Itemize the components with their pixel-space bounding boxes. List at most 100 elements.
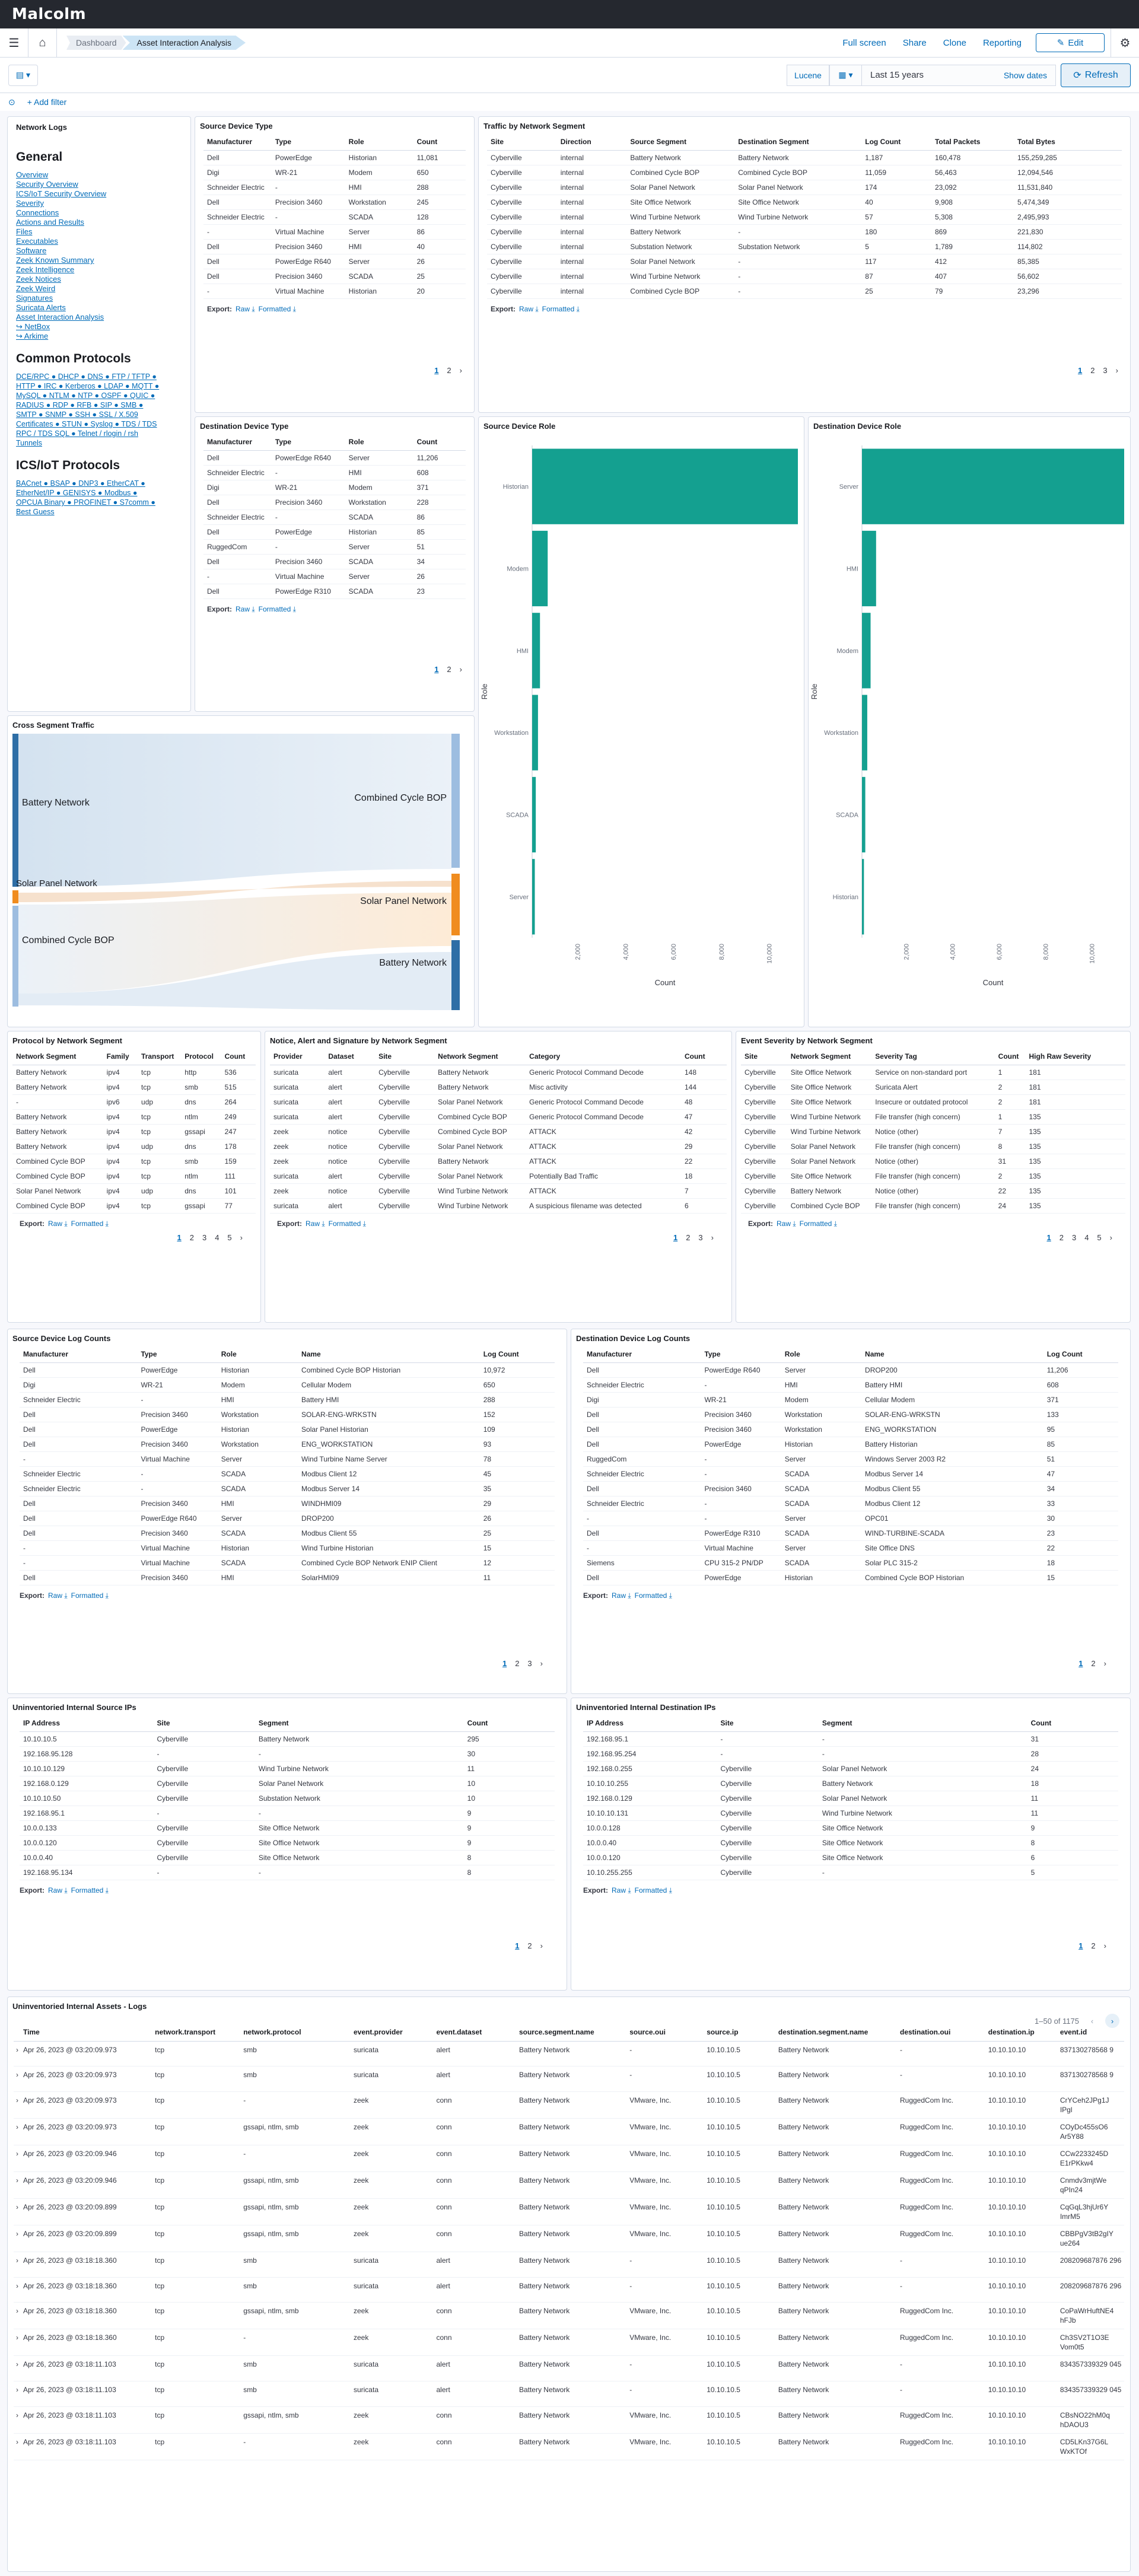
column-header[interactable]: Destination Segment (734, 133, 862, 151)
help-icon[interactable]: ⚙ (1111, 28, 1139, 57)
column-header[interactable]: Role (345, 434, 413, 451)
pagination-item[interactable]: 1 (1078, 1941, 1083, 1950)
pagination-item[interactable]: › (1109, 1233, 1112, 1242)
expand-row-icon[interactable]: › (14, 2198, 21, 2225)
bar[interactable] (862, 448, 1124, 524)
pagination-item[interactable]: 2 (447, 665, 451, 674)
column-header[interactable]: Manufacturer (203, 133, 272, 151)
share-link[interactable]: Share (902, 37, 927, 48)
export-formatted-link[interactable]: Formatted ⤓ (71, 1219, 109, 1228)
pagination-item[interactable]: 2 (447, 366, 451, 375)
column-header[interactable]: Transport (138, 1048, 182, 1065)
column-header[interactable]: Time (21, 2023, 153, 2042)
pagination-item[interactable]: › (459, 366, 462, 375)
pagination-item[interactable]: › (1103, 1941, 1106, 1950)
export-raw-link[interactable]: Raw ⤓ (612, 1886, 631, 1894)
pagination-item[interactable]: 1 (1078, 1659, 1083, 1668)
pagination-item[interactable]: 2 (1091, 1659, 1096, 1668)
column-header[interactable]: Manufacturer (203, 434, 272, 451)
column-header[interactable]: Count (680, 1048, 727, 1065)
table-row[interactable]: › Apr 26, 2023 @ 03:18:11.103 tcp gssapi, n… (14, 2406, 1124, 2434)
column-header[interactable]: source.oui (627, 2023, 705, 2042)
export-raw-link[interactable]: Raw ⤓ (48, 1886, 68, 1894)
column-header[interactable]: Site (717, 1715, 819, 1732)
expand-row-icon[interactable]: › (14, 2066, 21, 2092)
column-header[interactable]: source.ip (704, 2023, 776, 2042)
table-row[interactable]: › Apr 26, 2023 @ 03:18:11.103 tcp - zeek conn… (14, 2433, 1124, 2460)
column-header[interactable]: Type (137, 1346, 218, 1363)
column-header[interactable]: Network Segment (434, 1048, 526, 1065)
nav-link[interactable]: Zeek Weird (16, 284, 56, 293)
nav-link[interactable]: Actions and Results (16, 218, 84, 227)
column-header[interactable]: Category (526, 1048, 681, 1065)
export-formatted-link[interactable]: Formatted ⤓ (634, 1886, 672, 1894)
table-row[interactable]: › Apr 26, 2023 @ 03:20:09.899 tcp gssapi, n… (14, 2225, 1124, 2252)
column-header[interactable]: IP Address (20, 1715, 154, 1732)
search-input[interactable] (38, 65, 787, 86)
column-header[interactable]: Count (463, 1715, 555, 1732)
pagination-item[interactable]: 2 (686, 1233, 691, 1242)
export-raw-link[interactable]: Raw ⤓ (48, 1591, 68, 1600)
reporting-link[interactable]: Reporting (982, 37, 1022, 48)
pagination-item[interactable]: › (240, 1233, 243, 1242)
nav-link[interactable]: ↪ Arkime (16, 332, 49, 340)
pagination-item[interactable]: › (540, 1659, 543, 1668)
expand-row-icon[interactable]: › (14, 2091, 21, 2119)
export-formatted-link[interactable]: Formatted ⤓ (71, 1591, 109, 1600)
protocol-links-line[interactable]: MySQL ● NTLM ● NTP ● OSPF ● QUIC ● (16, 391, 155, 400)
column-header[interactable]: Manufacturer (20, 1346, 138, 1363)
edit-button[interactable]: ✎ Edit (1036, 33, 1105, 52)
pagination-item[interactable]: 3 (1103, 366, 1108, 375)
table-row[interactable]: › Apr 26, 2023 @ 03:18:11.103 tcp smb surica… (14, 2381, 1124, 2407)
column-header[interactable]: Protocol (181, 1048, 221, 1065)
table-row[interactable]: › Apr 26, 2023 @ 03:18:18.360 tcp smb surica… (14, 2277, 1124, 2303)
column-header[interactable]: Log Count (861, 133, 931, 151)
expand-row-icon[interactable]: › (14, 2171, 21, 2199)
pagination-item[interactable]: 2 (1090, 366, 1095, 375)
pagination-item[interactable]: › (1115, 366, 1118, 375)
pagination-item[interactable]: 2 (515, 1659, 520, 1668)
column-header[interactable]: Count (994, 1048, 1026, 1065)
column-header[interactable]: Total Packets (931, 133, 1014, 151)
pagination-item[interactable]: › (540, 1941, 543, 1950)
table-row[interactable]: › Apr 26, 2023 @ 03:20:09.946 tcp - zeek conn… (14, 2145, 1124, 2172)
query-language-button[interactable]: Lucene (787, 64, 829, 86)
column-header[interactable]: destination.segment.name (775, 2023, 898, 2042)
nav-link[interactable]: Files (16, 227, 33, 236)
export-raw-link[interactable]: Raw ⤓ (519, 304, 539, 313)
date-picker[interactable]: ▦ ▾ Last 15 years Show dates (829, 64, 1056, 86)
protocol-links-line[interactable]: Tunnels (16, 439, 43, 447)
column-header[interactable]: Direction (556, 133, 627, 151)
column-header[interactable]: network.protocol (241, 2023, 351, 2042)
column-header[interactable]: Type (701, 1346, 781, 1363)
column-header[interactable]: Total Bytes (1014, 133, 1122, 151)
column-header[interactable]: destination.oui (897, 2023, 986, 2042)
next-page-icon[interactable]: › (1105, 2014, 1119, 2028)
pagination-item[interactable]: 5 (227, 1233, 232, 1242)
bar[interactable] (532, 776, 536, 853)
column-header[interactable]: Site (375, 1048, 435, 1065)
nav-link[interactable]: Zeek Known Summary (16, 256, 94, 265)
show-dates-button[interactable]: Show dates (1003, 70, 1047, 80)
export-raw-link[interactable]: Raw ⤓ (777, 1219, 796, 1228)
expand-row-icon[interactable]: › (14, 2406, 21, 2434)
column-header[interactable]: Site (153, 1715, 255, 1732)
nav-link[interactable]: ICS/IoT Security Overview (16, 189, 107, 198)
home-icon[interactable]: ⌂ (28, 28, 57, 57)
nav-link[interactable]: Executables (16, 237, 58, 246)
table-row[interactable]: › Apr 26, 2023 @ 03:20:09.899 tcp gssapi, n… (14, 2198, 1124, 2225)
column-header[interactable]: Count (413, 133, 466, 151)
column-header[interactable]: destination.ip (985, 2023, 1058, 2042)
column-header[interactable]: source.segment.name (516, 2023, 628, 2042)
expand-row-icon[interactable]: › (14, 2329, 21, 2357)
pagination-item[interactable]: 1 (1046, 1233, 1051, 1242)
pagination-item[interactable]: 1 (177, 1233, 182, 1242)
column-header[interactable]: Name (861, 1346, 1043, 1363)
expand-row-icon[interactable]: › (14, 2252, 21, 2278)
column-header[interactable]: Count (1027, 1715, 1118, 1732)
protocol-links-line[interactable]: RPC / TDS SQL ● Telnet / rlogin / rsh (16, 429, 139, 438)
table-row[interactable]: › Apr 26, 2023 @ 03:18:18.360 tcp smb surica… (14, 2252, 1124, 2278)
protocol-links-line[interactable]: BACnet ● BSAP ● DNP3 ● EtherCAT ● (16, 479, 145, 488)
column-header[interactable]: Type (271, 133, 345, 151)
pagination-item[interactable]: 3 (527, 1659, 532, 1668)
